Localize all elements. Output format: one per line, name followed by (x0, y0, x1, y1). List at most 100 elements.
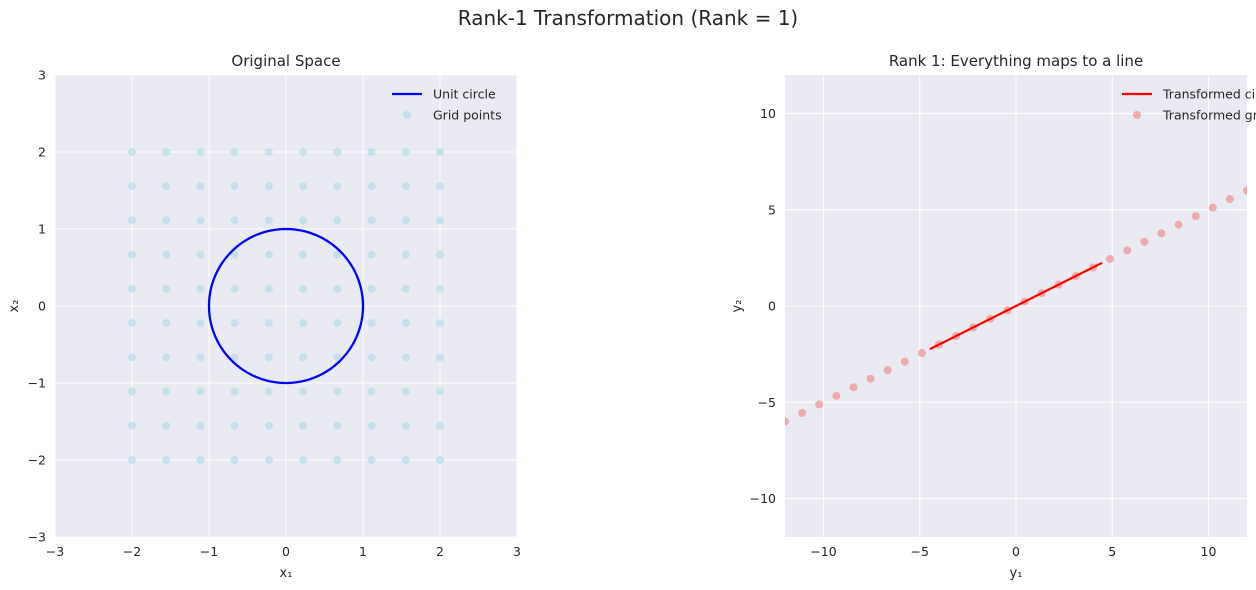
scatter-point (367, 182, 376, 191)
scatter-point (162, 387, 171, 396)
scatter-point (162, 148, 171, 156)
scatter-point (230, 421, 239, 430)
scatter-point (264, 284, 273, 293)
scatter-point (1174, 220, 1183, 229)
legend-label: Transformed grid (1162, 108, 1256, 123)
series-line (207, 227, 365, 385)
x-tick-label: 5 (1108, 544, 1116, 559)
scatter-point (128, 387, 136, 396)
scatter-point (230, 456, 239, 464)
scatter-point (436, 182, 444, 191)
scatter-point (798, 408, 807, 417)
scatter-point (436, 456, 444, 464)
scatter-point (333, 148, 342, 156)
x-tick-label: 0 (282, 544, 290, 559)
scatter-point (1123, 246, 1132, 255)
scatter-point (832, 391, 841, 400)
scatter-point (436, 319, 444, 328)
scatter-point (162, 353, 171, 362)
scatter-point (1225, 195, 1234, 204)
scatter-point (196, 250, 205, 259)
scatter-point (436, 387, 444, 396)
scatter-point (264, 387, 273, 396)
scatter-point (128, 250, 136, 259)
scatter-point (815, 400, 824, 409)
scatter-point (196, 319, 205, 328)
scatter-point (401, 421, 410, 430)
scatter-point (333, 216, 342, 225)
scatter-point (196, 456, 205, 464)
scatter-point (230, 387, 239, 396)
x-tick-label: −1 (200, 544, 218, 559)
plot-title: Original Space (231, 52, 340, 70)
scatter-point (264, 250, 273, 259)
scatter-point (264, 353, 273, 362)
scatter-point (367, 456, 376, 464)
scatter-point (299, 182, 308, 191)
scatter-point (333, 250, 342, 259)
scatter-point (264, 216, 273, 225)
scatter-point (401, 456, 410, 464)
scatter-point (230, 319, 239, 328)
scatter-point (436, 353, 444, 362)
scatter-point (299, 284, 308, 293)
scatter-point (436, 148, 444, 156)
x-tick-label: −10 (810, 544, 836, 559)
scatter-point (333, 456, 342, 464)
scatter-point (436, 284, 444, 293)
scatter-point (436, 216, 444, 225)
x-axis-label: y₁ (1010, 566, 1023, 581)
scatter-point (299, 148, 308, 156)
scatter-point (1191, 212, 1200, 221)
scatter-point (367, 284, 376, 293)
y-tick-label: 2 (38, 145, 46, 160)
scatter-point (849, 383, 858, 392)
scatter-point (264, 182, 273, 191)
scatter-point (196, 387, 205, 396)
scatter-point (230, 284, 239, 293)
scatter-point (162, 182, 171, 191)
scatter-point (401, 148, 410, 156)
scatter-point (299, 319, 308, 328)
scatter-point (333, 182, 342, 191)
legend-label: Unit circle (433, 87, 496, 102)
scatter-point (128, 421, 136, 430)
scatter-point (299, 387, 308, 396)
legend-label: Transformed circle (1162, 87, 1256, 102)
scatter-point (299, 250, 308, 259)
scatter-point (128, 182, 136, 191)
y-tick-label: 10 (760, 106, 776, 121)
x-tick-label: −2 (123, 544, 141, 559)
scatter-point (401, 284, 410, 293)
scatter-point (883, 366, 892, 375)
y-tick-label: −5 (758, 395, 776, 410)
scatter-point (367, 387, 376, 396)
plot-area (128, 148, 444, 464)
scatter-point (401, 250, 410, 259)
scatter-point (333, 319, 342, 328)
legend-point-marker (403, 111, 411, 119)
y-tick-label: −10 (750, 491, 776, 506)
scatter-point (866, 374, 875, 383)
scatter-point (333, 387, 342, 396)
x-tick-label: −5 (911, 544, 929, 559)
scatter-point (196, 216, 205, 225)
scatter-point (128, 284, 136, 293)
scatter-point (196, 182, 205, 191)
scatter-point (128, 319, 136, 328)
scatter-point (1140, 237, 1149, 246)
scatter-point (367, 148, 376, 156)
y-tick-label: 1 (38, 222, 46, 237)
y-axis-label: x₂ (7, 300, 22, 313)
y-tick-label: 0 (768, 299, 776, 314)
scatter-point (230, 250, 239, 259)
scatter-point (299, 216, 308, 225)
scatter-point (162, 250, 171, 259)
scatter-point (162, 284, 171, 293)
scatter-point (196, 421, 205, 430)
scatter-point (367, 250, 376, 259)
scatter-point (162, 319, 171, 328)
scatter-point (333, 353, 342, 362)
